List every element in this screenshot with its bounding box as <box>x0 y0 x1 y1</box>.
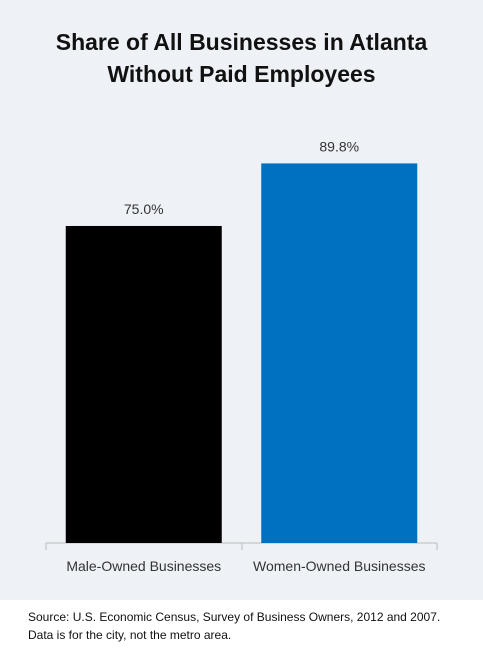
chart: 75.0% 89.8% <box>45 138 438 550</box>
chart-title: Share of All Businesses in Atlanta Witho… <box>55 29 428 87</box>
x-tick-label: Male-Owned Businesses <box>66 558 222 574</box>
bar <box>65 225 222 543</box>
bar <box>261 163 418 543</box>
source-note: Source: U.S. Economic Census, Survey of … <box>28 610 441 642</box>
value-label: 75.0% <box>124 201 164 217</box>
value-label: 89.8% <box>319 138 359 154</box>
x-tick-label: Women-Owned Businesses <box>253 558 426 574</box>
